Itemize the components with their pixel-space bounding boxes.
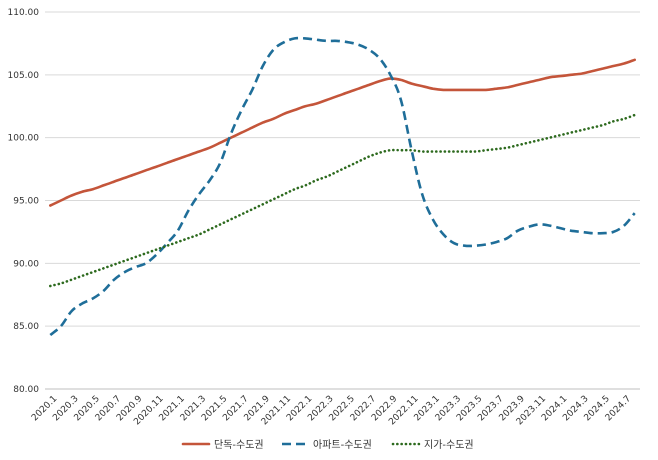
y-tick-label: 110.00 [8, 8, 40, 18]
y-tick-label: 105.00 [8, 71, 40, 81]
series-lines [49, 36, 636, 337]
legend-label: 단독-수도권 [214, 439, 264, 451]
legend: 단독-수도권 아파트-수도권 지가-수도권 [181, 439, 474, 451]
legend-label: 지가-수도권 [424, 439, 474, 451]
gridlines [45, 11, 640, 390]
series-line-2 [49, 36, 636, 337]
y-tick-label: 90.00 [13, 259, 39, 269]
legend-label: 아파트-수도권 [313, 439, 372, 451]
x-axis: 2020.12020.32020.52020.72020.92020.11202… [30, 388, 640, 427]
y-tick-label: 85.00 [13, 322, 39, 332]
y-tick-label: 80.00 [13, 385, 39, 395]
series-line-3 [49, 113, 636, 288]
y-axis: 80.00 85.00 90.00 95.00 100.00 105.00 110.00 [8, 8, 40, 395]
y-tick-label: 100.00 [8, 134, 40, 144]
y-tick-label: 95.00 [13, 197, 39, 207]
series-line-1 [49, 58, 636, 207]
